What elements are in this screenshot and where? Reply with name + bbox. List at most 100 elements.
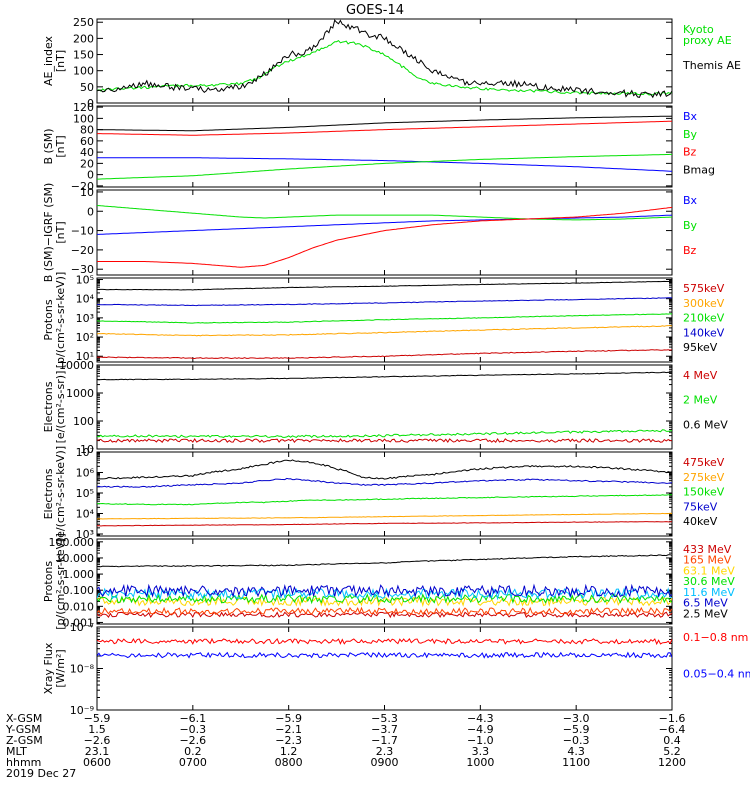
y-tick-label: 10.000 [56,552,95,565]
row-value-mlt: 3.3 [472,745,490,758]
legend-protons_low-210kev: 210keV [683,312,725,325]
panel-frame [96,18,673,104]
legend-electrons_high-4-mev: 4 MeV [683,369,718,382]
y-tick-label: 250 [73,16,94,29]
legend-protons_low-300kev: 300keV [683,297,725,310]
date-label: 2019 Dec 27 [6,767,76,780]
series-line-protons_low-575kev [97,349,672,360]
legend-electrons_low-275kev: 275keV [683,471,725,484]
y-tick-label: 100 [73,415,94,428]
row-value-x-gsm: −5.3 [371,712,398,725]
legend-protons_high-2-5-mev: 2.5 MeV [683,607,728,620]
series-line-b_sm-bz [97,120,672,136]
panel-ae: 0 50 100 150 200 250 AE_index[nT] Kyoto proxy AE… [42,16,741,110]
series-line-electrons_low-40kev [97,459,672,480]
y-tick-label: 0 [87,169,94,182]
plot-title: GOES-14 [346,3,404,18]
y-axis-label: B (SM)−IGRF (SM)[nT] [42,183,67,283]
y-tick-label: 20 [80,157,94,170]
legend-protons_high-165-mev: 165 MeV [683,554,732,567]
y-tick-label: 10⁻⁷ [70,621,94,634]
y-axis-label: Electrons[e/(cm²-s-sr)] [42,371,67,444]
row-value-y-gsm: −0.3 [179,723,206,736]
y-tick-label: 10³ [76,528,94,541]
legend-protons_low-575kev: 575keV [683,282,725,295]
y-tick-label: 200 [73,32,94,45]
series-line-protons_low-210kev [97,313,672,324]
row-value-z-gsm: −2.6 [179,734,206,747]
series-line-b_sm-by [97,153,672,180]
legend-b_sm-by: By [683,128,698,141]
legend-b_igrf-bz: Bz [683,244,697,257]
row-value-z-gsm: −2.6 [84,734,111,747]
legend-b_sm-bz: Bz [683,146,697,159]
y-tick-label: 60 [80,135,94,148]
series-line-ae-themis-ae [97,19,672,99]
y-tick-label: 10000 [59,359,94,372]
row-value-hhmm: 0700 [179,756,207,769]
row-value-mlt: 0.2 [184,745,202,758]
series-line-protons_high-11-6-mev [97,587,672,601]
row-value-y-gsm: −3.7 [371,723,398,736]
row-value-mlt: 1.2 [280,745,298,758]
y-tick-label: 10⁻⁸ [70,663,95,676]
y-tick-label: 50 [80,81,94,94]
y-tick-label: 1.000 [63,568,95,581]
y-tick-label: 100.000 [49,536,95,549]
row-value-z-gsm: −1.0 [467,734,494,747]
y-tick-label: 0 [87,205,94,218]
series-line-protons_high-165-mev [97,606,672,616]
y-tick-label: 10³ [76,312,94,325]
y-tick-label: 150 [73,49,94,62]
y-tick-label: −10 [71,225,94,238]
legend-protons_high-63-1-mev: 63.1 MeV [683,564,735,577]
row-value-mlt: 2.3 [376,745,394,758]
legend-electrons_low-150kev: 150keV [683,486,725,499]
legend-electrons_low-475kev: 475keV [683,456,725,469]
legend-b_igrf-by: By [683,219,698,232]
row-value-x-gsm: −6.1 [179,712,206,725]
series-line-b_igrf-bz [97,206,672,268]
y-tick-label: 10⁻⁹ [70,704,94,717]
y-tick-label: 1000 [66,387,94,400]
row-value-x-gsm: −1.6 [659,712,686,725]
y-tick-label: 0.001 [63,616,95,629]
row-label-mlt: MLT [6,745,27,758]
series-line-electrons_low-475kev [97,521,672,527]
row-value-x-gsm: −4.3 [467,712,494,725]
panel-protons_low: 10¹ 10² 10³ 10⁴ 10⁵ Protons[p/(cm²-s-sr-keV)]… [42,272,725,369]
series-line-protons_low-140kev [97,297,672,307]
panel-frame [96,189,673,276]
legend-b_igrf-bx: Bx [683,194,698,207]
series-line-ae-kyoto-proxy-ae [97,39,672,96]
series-line-electrons_high-0-6-mev [97,371,672,381]
row-value-z-gsm: −1.7 [371,734,398,747]
row-value-x-gsm: −5.9 [275,712,302,725]
series-line-electrons_low-275kev [97,512,672,520]
series-line-xray-0-05-0-4-nm [97,651,672,659]
y-tick-label: 10¹ [76,350,94,363]
y-tick-label: 100 [73,112,94,125]
y-tick-label: 10 [80,443,94,456]
legend-xray-0-1-0-8-nm: 0.1−0.8 nm [683,631,748,644]
y-tick-label: 120 [73,101,94,114]
series-line-protons_high-433-mev [97,611,672,619]
row-value-hhmm: 0800 [275,756,303,769]
legend-protons_low-95kev: 95keV [683,341,718,354]
series-line-xray-0-1-0-8-nm [97,637,672,646]
panel-b_igrf: −30 −20 −10 0 10 B (SM)−IGRF (SM)[nT] Bx By Bz [42,183,698,283]
y-axis-label: Protons[p/(cm²-s-sr-keV)] [42,533,67,630]
series-line-electrons_low-150kev [97,494,672,506]
row-value-hhmm: 0600 [83,756,111,769]
y-tick-label: 10⁴ [76,508,95,521]
row-value-z-gsm: 0.4 [663,734,681,747]
row-label-z-gsm: Z-GSM [6,734,43,747]
y-tick-label: 0 [87,97,94,110]
row-value-mlt: 4.3 [567,745,585,758]
series-line-protons_high-6-5-mev [97,583,672,599]
y-tick-label: −20 [71,180,94,193]
